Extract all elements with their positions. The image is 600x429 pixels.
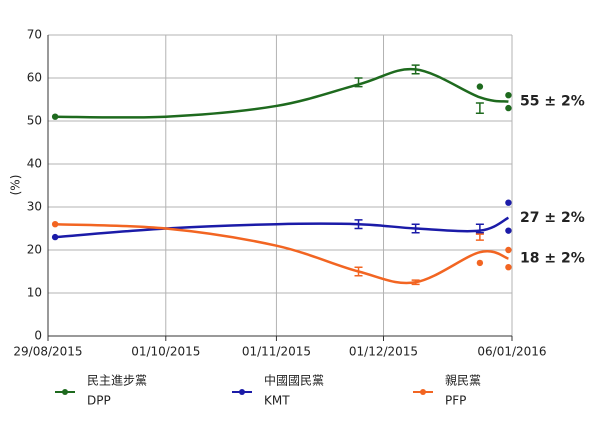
poll-point (505, 104, 512, 112)
error-bar (354, 266, 363, 277)
legend-dot (62, 389, 68, 395)
y-tick-label: 0 (34, 329, 42, 343)
error-bar (475, 233, 484, 241)
y-tick-label: 40 (27, 157, 42, 171)
x-tick-label: 29/08/2015 (13, 345, 82, 359)
x-tick-label: 01/11/2015 (242, 345, 311, 359)
x-tick-label: 01/10/2015 (131, 345, 200, 359)
legend-dot (420, 389, 426, 395)
poll-point (505, 92, 512, 99)
x-tick-label: 06/01/2016 (477, 345, 546, 359)
error-bar (475, 102, 484, 115)
poll-point (505, 227, 512, 234)
poll-point (476, 83, 484, 90)
legend-short-name: PFP (445, 394, 466, 408)
y-tick-label: 70 (27, 28, 42, 42)
trend-line (55, 216, 510, 239)
legend-name: 親民黨 (445, 374, 481, 388)
legend-short-name: DPP (87, 394, 111, 408)
error-bar (354, 77, 363, 88)
legend-dot (239, 389, 245, 395)
legend-short-name: KMT (264, 394, 290, 408)
poll-point (51, 233, 59, 241)
y-tick-label: 30 (27, 200, 42, 214)
y-tick-label: 10 (27, 286, 42, 300)
legend-name: 中國國民黨 (264, 373, 324, 388)
y-tick-label: 50 (27, 114, 42, 128)
poll-point (505, 199, 512, 206)
error-bar (411, 64, 420, 75)
y-tick-label: 20 (27, 243, 42, 257)
error-bar (411, 279, 420, 286)
x-tick-label: 01/12/2015 (349, 345, 418, 359)
poll-point (476, 259, 484, 267)
y-tick-label: 60 (27, 71, 42, 85)
poll-point (51, 113, 59, 120)
end-label: 27 ± 2% (520, 210, 585, 226)
end-label: 18 ± 2% (520, 251, 585, 267)
poll-point (51, 221, 59, 228)
poll-point (505, 264, 512, 271)
error-bar (475, 223, 484, 234)
trend-line (55, 67, 509, 119)
error-bar (354, 219, 363, 230)
error-bar (411, 223, 420, 234)
end-label: 55 ± 2% (520, 94, 585, 110)
legend-name: 民主進步黨 (87, 374, 147, 388)
trend-line (55, 222, 509, 285)
y-axis-label: (%) (9, 175, 23, 196)
poll-point (505, 246, 512, 254)
